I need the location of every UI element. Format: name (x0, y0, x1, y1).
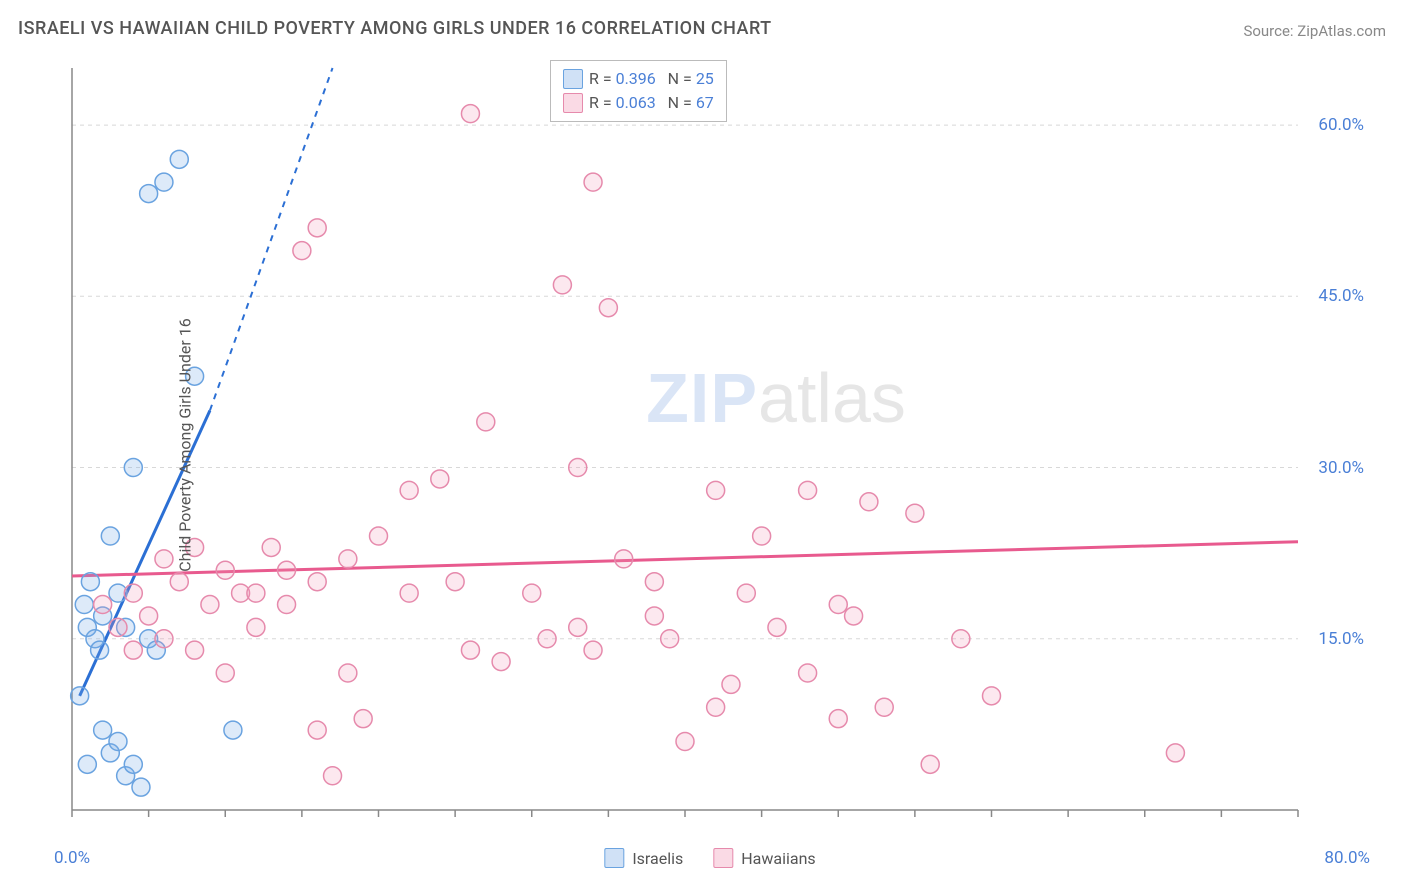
y-axis-label: Child Poverty Among Girls Under 16 (175, 318, 194, 572)
legend-item: Hawaiians (713, 848, 815, 868)
x-tick-first: 0.0% (54, 848, 90, 868)
chart-container: ISRAELI VS HAWAIIAN CHILD POVERTY AMONG … (0, 0, 1406, 892)
x-tick-last: 80.0% (1324, 848, 1370, 868)
legend-swatch (563, 93, 583, 113)
y-tick-label: 30.0% (1318, 458, 1364, 478)
legend-swatch (604, 848, 624, 868)
source-label: Source: (1243, 22, 1297, 40)
legend-label: Israelis (632, 849, 683, 868)
source-name: ZipAtlas.com (1297, 22, 1386, 40)
legend-item: Israelis (604, 848, 683, 868)
y-tick-label: 45.0% (1318, 286, 1364, 306)
y-tick-label: 60.0% (1318, 115, 1364, 135)
correlation-legend: R = 0.396 N = 25R = 0.063 N = 67 (550, 60, 727, 122)
legend-swatch (713, 848, 733, 868)
legend-label: Hawaiians (741, 849, 815, 868)
plot-area: Child Poverty Among Girls Under 16 R = 0… (50, 50, 1370, 840)
y-tick-label: 15.0% (1318, 629, 1364, 649)
legend-row: R = 0.063 N = 67 (563, 91, 714, 115)
scatter-svg (50, 50, 1370, 840)
source-attribution: Source: ZipAtlas.com (1243, 22, 1386, 40)
legend-row: R = 0.396 N = 25 (563, 67, 714, 91)
legend-swatch (563, 69, 583, 89)
series-legend: Israelis Hawaiians (604, 848, 815, 868)
chart-title: ISRAELI VS HAWAIIAN CHILD POVERTY AMONG … (18, 18, 772, 39)
